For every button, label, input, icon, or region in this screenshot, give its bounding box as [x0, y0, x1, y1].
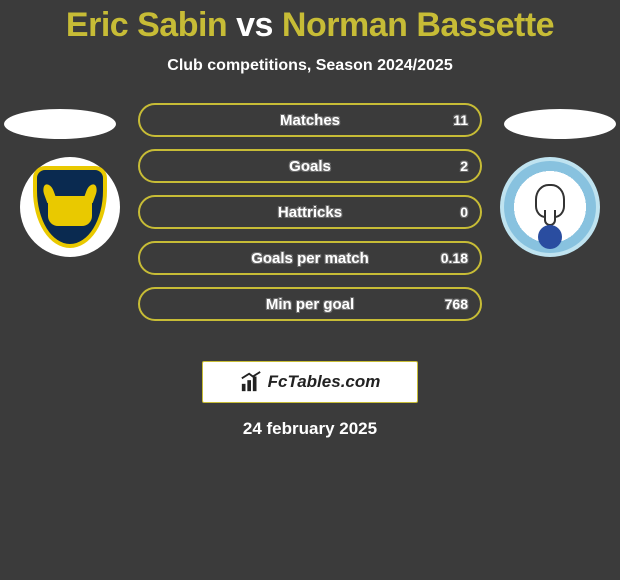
player1-name: Eric Sabin [66, 6, 227, 44]
brand-text: FcTables.com [268, 372, 381, 392]
date-label: 24 february 2025 [0, 419, 620, 439]
stat-label: Matches [140, 105, 480, 135]
vs-label: vs [236, 6, 273, 44]
stat-row-goals-per-match: Goals per match 0.18 [138, 241, 482, 275]
page-title: Eric Sabin vs Norman Bassette [0, 0, 620, 45]
oxford-united-crest [20, 157, 120, 257]
shield-icon [33, 166, 107, 248]
ring-icon [504, 161, 596, 253]
stat-right-value: 0.18 [441, 243, 468, 273]
elephant-icon [535, 184, 565, 218]
stat-label: Goals per match [140, 243, 480, 273]
player2-photo-placeholder [504, 109, 616, 139]
bar-chart-icon [240, 371, 262, 393]
bull-icon [48, 196, 92, 226]
subtitle: Club competitions, Season 2024/2025 [0, 57, 620, 75]
stat-right-value: 0 [460, 197, 468, 227]
stat-row-goals: Goals 2 [138, 149, 482, 183]
stat-label: Hattricks [140, 197, 480, 227]
comparison-panel: Matches 11 Goals 2 Hattricks 0 Goals per… [0, 103, 620, 343]
stat-label: Min per goal [140, 289, 480, 319]
stat-right-value: 11 [453, 105, 468, 135]
stat-row-hattricks: Hattricks 0 [138, 195, 482, 229]
football-icon [538, 225, 562, 249]
player1-photo-placeholder [4, 109, 116, 139]
stat-label: Goals [140, 151, 480, 181]
stat-row-matches: Matches 11 [138, 103, 482, 137]
coventry-city-crest [500, 157, 600, 257]
stat-row-min-per-goal: Min per goal 768 [138, 287, 482, 321]
stat-right-value: 768 [445, 289, 468, 319]
player2-name: Norman Bassette [282, 6, 554, 44]
stats-list: Matches 11 Goals 2 Hattricks 0 Goals per… [138, 103, 482, 321]
fctables-link[interactable]: FcTables.com [202, 361, 418, 403]
stat-right-value: 2 [460, 151, 468, 181]
